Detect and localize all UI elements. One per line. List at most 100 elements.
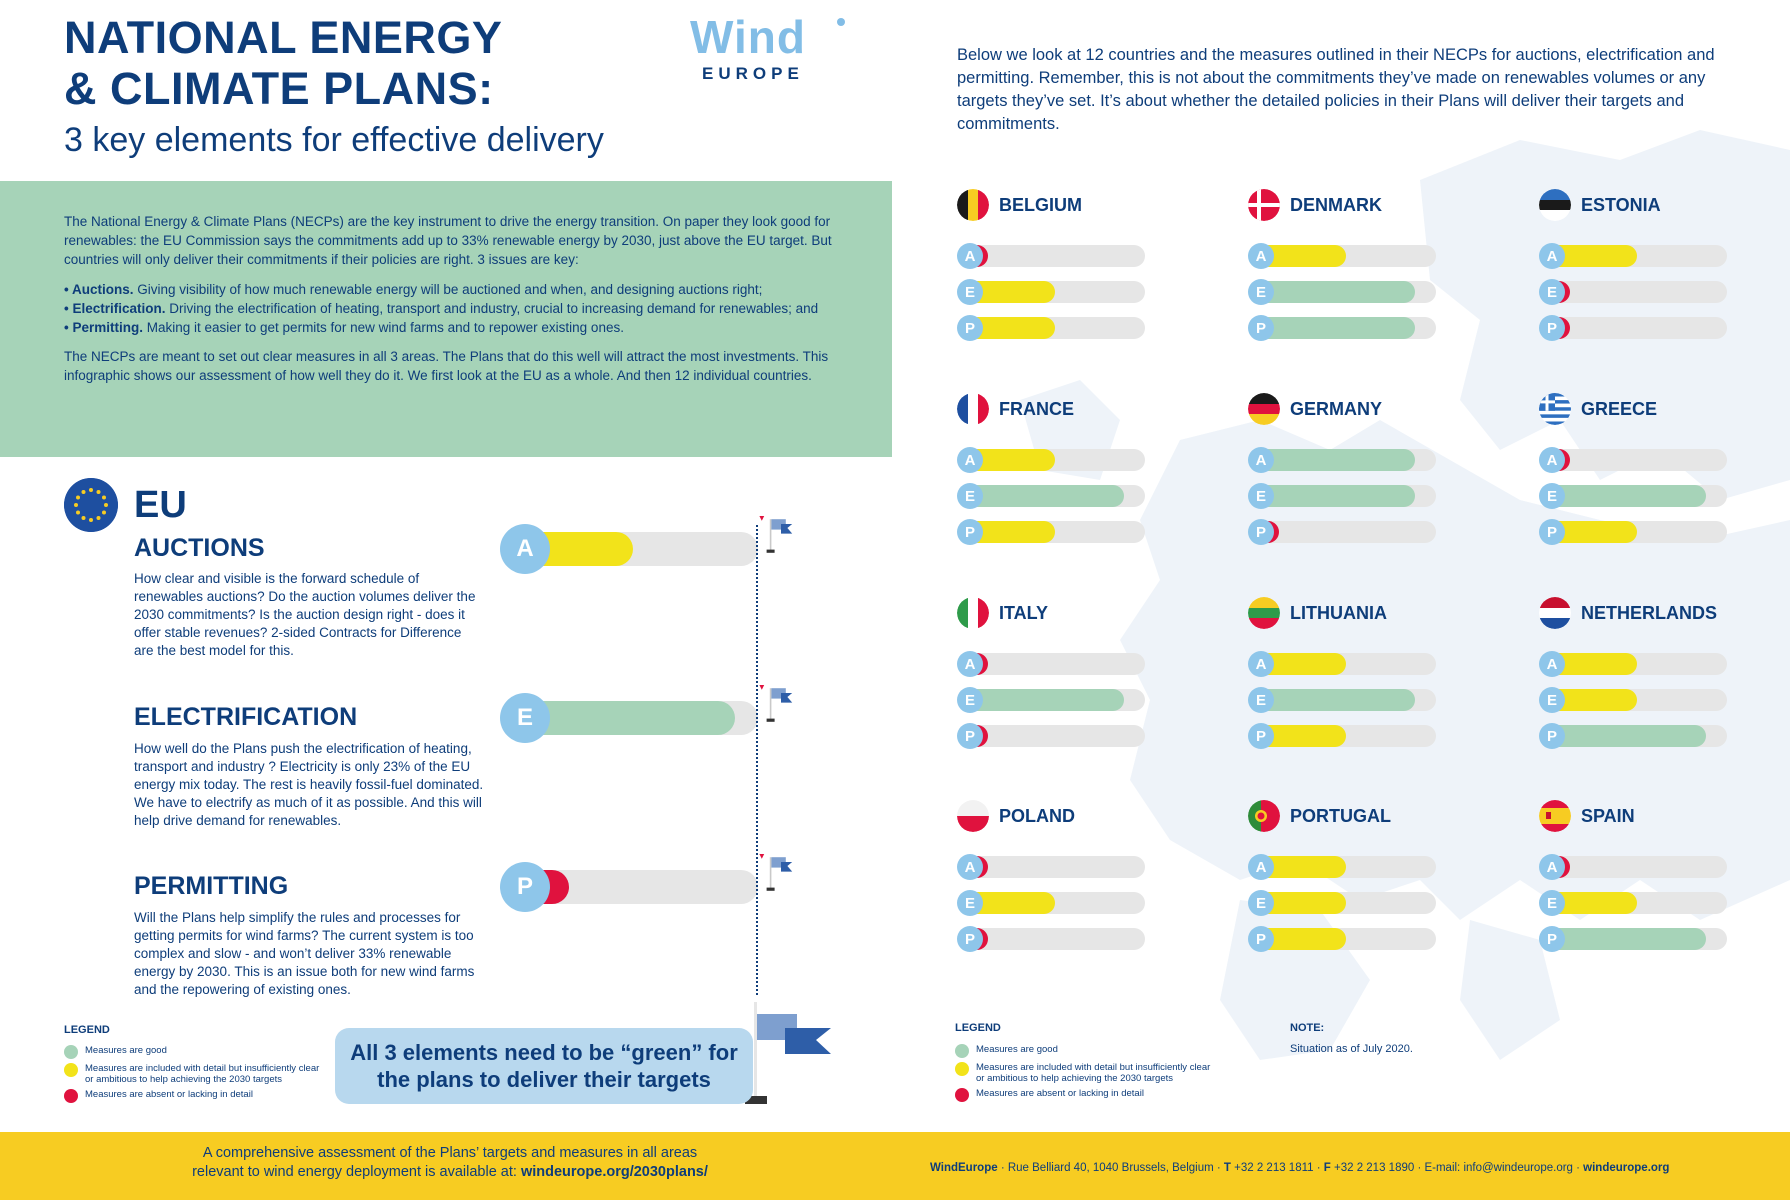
rating-bar: E — [1539, 687, 1727, 713]
rating-bar-fill-yellow — [1262, 856, 1346, 878]
rating-bar-track — [971, 653, 1145, 675]
key-issues-list: • Auctions. Giving visibility of how muc… — [64, 280, 832, 337]
rating-bar-fill-green — [971, 689, 1124, 711]
rating-bar: P — [1248, 519, 1436, 545]
legend-red-dot — [64, 1089, 78, 1103]
rating-bar: P — [1539, 519, 1727, 545]
rating-letter-badge: A — [1248, 447, 1274, 473]
country-card-estonia: ESTONIA A E P — [1539, 189, 1739, 359]
legend-item: Measures are included with detail but in… — [955, 1062, 1215, 1084]
logo-wind-text: Wind — [690, 11, 806, 63]
rating-bar: E — [1539, 279, 1727, 305]
rating-bar-fill-yellow — [1262, 653, 1346, 675]
rating-bar-track — [1553, 449, 1727, 471]
rating-letter-badge: A — [1248, 651, 1274, 677]
callout-box: All 3 elements need to be “green” for th… — [335, 1028, 753, 1104]
country-name: PORTUGAL — [1290, 806, 1391, 826]
rating-bar: A — [1248, 854, 1436, 880]
permitting-heading: PERMITTING — [134, 872, 289, 900]
rating-bar: A — [1539, 243, 1727, 269]
target-flag-icon — [759, 516, 793, 553]
legend-item: Measures are good — [64, 1045, 324, 1059]
rating-bar: A — [1539, 447, 1727, 473]
rating-letter-badge: E — [1248, 687, 1274, 713]
rating-bar: E — [1539, 483, 1727, 509]
rating-letter-badge: E — [957, 279, 983, 305]
rating-bar: P — [957, 315, 1145, 341]
netherlands-flag-icon — [1539, 597, 1571, 629]
list-item: • Electrification. Driving the electrifi… — [64, 301, 819, 316]
note-text: Situation as of July 2020. — [1290, 1043, 1413, 1055]
rating-bar-track — [971, 725, 1145, 747]
legend-yellow-dot — [64, 1063, 78, 1077]
logo-europe-text: EUROPE — [702, 64, 804, 83]
legend-green-dot — [955, 1044, 969, 1058]
legend-green-dot — [64, 1045, 78, 1059]
auctions-description: How clear and visible is the forward sch… — [134, 571, 476, 658]
eu-bar-letter-badge: P — [500, 862, 550, 912]
country-card-belgium: BELGIUM A E P — [957, 189, 1157, 359]
rating-letter-badge: E — [957, 483, 983, 509]
rating-bar-fill-yellow — [1553, 689, 1637, 711]
country-name: SPAIN — [1581, 806, 1635, 826]
country-card-netherlands: NETHERLANDS A E P — [1539, 597, 1739, 767]
country-card-lithuania: LITHUANIA A E P — [1248, 597, 1448, 767]
page-title: NATIONAL ENERGY & CLIMATE PLANS: — [64, 12, 503, 114]
website-link[interactable]: windeurope.org — [1583, 1162, 1670, 1174]
rating-letter-badge: P — [1248, 723, 1274, 749]
country-card-poland: POLAND A E P — [957, 800, 1157, 970]
rating-letter-badge: A — [1539, 651, 1565, 677]
rating-bar: P — [1248, 926, 1436, 952]
list-item: • Auctions. Giving visibility of how muc… — [64, 282, 763, 297]
country-name: FRANCE — [999, 399, 1074, 419]
rating-letter-badge: E — [957, 890, 983, 916]
rating-bar: P — [1539, 926, 1727, 952]
rating-bar-fill-green — [1262, 281, 1415, 303]
intro-box-paragraph-2: The NECPs are meant to set out clear mea… — [64, 349, 829, 383]
rating-bar-fill-yellow — [1553, 521, 1637, 543]
target-line — [756, 525, 758, 995]
rating-letter-badge: P — [1248, 519, 1274, 545]
rating-bar: A — [1248, 243, 1436, 269]
eu-bar-letter-badge: E — [500, 693, 550, 743]
rating-bar-fill-yellow — [1553, 653, 1637, 675]
rating-letter-badge: P — [1539, 315, 1565, 341]
rating-bar-track — [1262, 521, 1436, 543]
country-card-greece: GREECE A E P — [1539, 393, 1739, 563]
rating-bar: P — [957, 926, 1145, 952]
finish-flag-icon — [745, 1002, 831, 1104]
windeurope-logo: Wind EUROPE — [690, 12, 860, 84]
rating-letter-badge: P — [1539, 519, 1565, 545]
rating-letter-badge: E — [957, 687, 983, 713]
rating-bar-track — [1553, 856, 1727, 878]
italy-flag-icon — [957, 597, 989, 629]
france-flag-icon — [957, 393, 989, 425]
spain-flag-icon — [1539, 800, 1571, 832]
country-name: NETHERLANDS — [1581, 603, 1718, 623]
country-card-germany: GERMANY A E P — [1248, 393, 1448, 563]
country-name: GERMANY — [1290, 399, 1383, 419]
denmark-flag-icon — [1248, 189, 1280, 221]
rating-bar-fill-yellow — [971, 449, 1055, 471]
rating-letter-badge: E — [1248, 279, 1274, 305]
rating-bar-track — [971, 245, 1145, 267]
eu-bar-letter-badge: A — [500, 524, 550, 574]
rating-bar: E — [957, 687, 1145, 713]
rating-letter-badge: P — [1539, 723, 1565, 749]
country-name: GREECE — [1581, 399, 1658, 419]
country-name: ITALY — [999, 603, 1049, 623]
electrification-heading: ELECTRIFICATION — [134, 703, 358, 731]
rating-bar: P — [1539, 723, 1727, 749]
intro-paragraph: Below we look at 12 countries and the me… — [957, 46, 1715, 133]
rating-bar: E — [1248, 687, 1436, 713]
rating-bar-fill-yellow — [971, 281, 1055, 303]
rating-letter-badge: P — [957, 723, 983, 749]
rating-bar-fill-green — [1262, 449, 1415, 471]
legend-item: Measures are absent or lacking in detail — [955, 1088, 1215, 1102]
rating-bar: E — [957, 279, 1145, 305]
legend-red-dot — [955, 1088, 969, 1102]
assessment-link[interactable]: windeurope.org/2030plans/ — [520, 1164, 708, 1180]
rating-letter-badge: E — [1248, 483, 1274, 509]
intro-box-paragraph-1: The National Energy & Climate Plans (NEC… — [64, 214, 832, 267]
rating-bar-fill-green — [1553, 485, 1706, 507]
